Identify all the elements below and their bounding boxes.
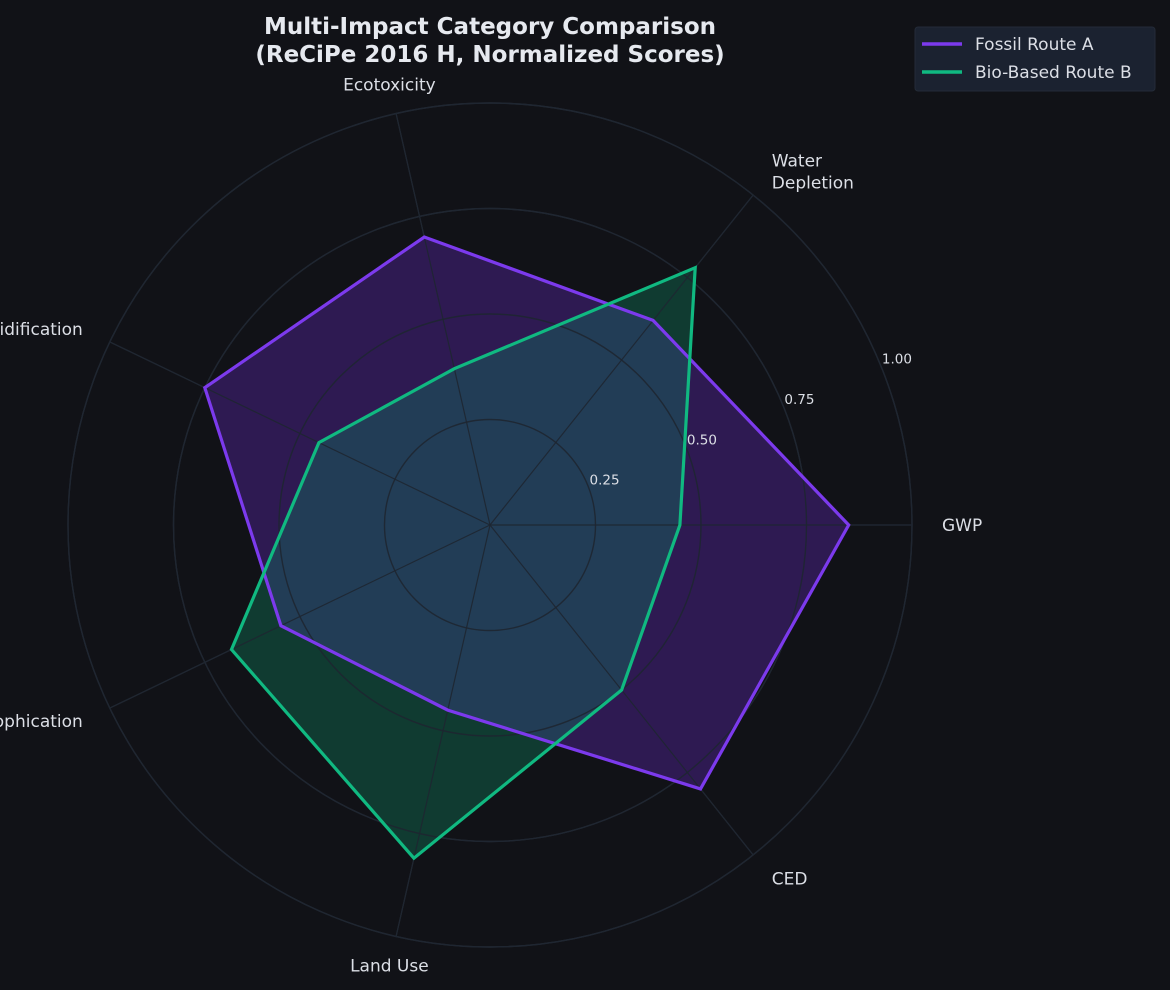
axis-label-land-use: Land Use — [350, 957, 429, 977]
grid-spoke-overlay-3 — [395, 113, 491, 526]
radial-tick-label: 1.00 — [882, 352, 912, 368]
axis-label-gwp: GWP — [942, 516, 982, 536]
radar-series — [67, 102, 913, 948]
grid-spoke-overlay-4 — [109, 341, 491, 526]
radial-tick-labels: 0.25 0.50 0.75 1.00 — [590, 352, 912, 489]
grid-spoke-overlay-2 — [489, 194, 754, 526]
axis-label-water-depletion: Water Depletion — [772, 152, 854, 194]
axis-label-eutrophication: Eutrophication — [0, 712, 83, 732]
axis-label-ced: CED — [772, 869, 808, 889]
series-line-fossil-route-a — [202, 235, 851, 791]
axis-label-ecotoxicity: Ecotoxicity — [343, 75, 436, 95]
radial-tick-label: 0.25 — [590, 473, 620, 489]
chart-title: Multi-Impact Category Comparison (ReCiPe… — [255, 14, 724, 68]
legend-box — [914, 26, 1156, 92]
radial-tick-label: 0.50 — [687, 432, 717, 448]
grid-spoke-overlay-6 — [395, 524, 491, 937]
radial-tick-label: 0.75 — [784, 392, 814, 408]
axis-label-acidification: Acidification — [0, 320, 83, 340]
chart-title-line-1: Multi-Impact Category Comparison — [264, 14, 716, 40]
legend: Fossil Route A Bio-Based Route B — [914, 26, 1156, 92]
legend-label-bio-based-route-b: Bio-Based Route B — [975, 63, 1132, 83]
chart-title-line-2: (ReCiPe 2016 H, Normalized Scores) — [255, 42, 724, 68]
series-line-bio-based-route-b — [229, 265, 697, 861]
grid-spoke-overlay-5 — [109, 524, 491, 709]
legend-label-fossil-route-a: Fossil Route A — [975, 35, 1094, 55]
